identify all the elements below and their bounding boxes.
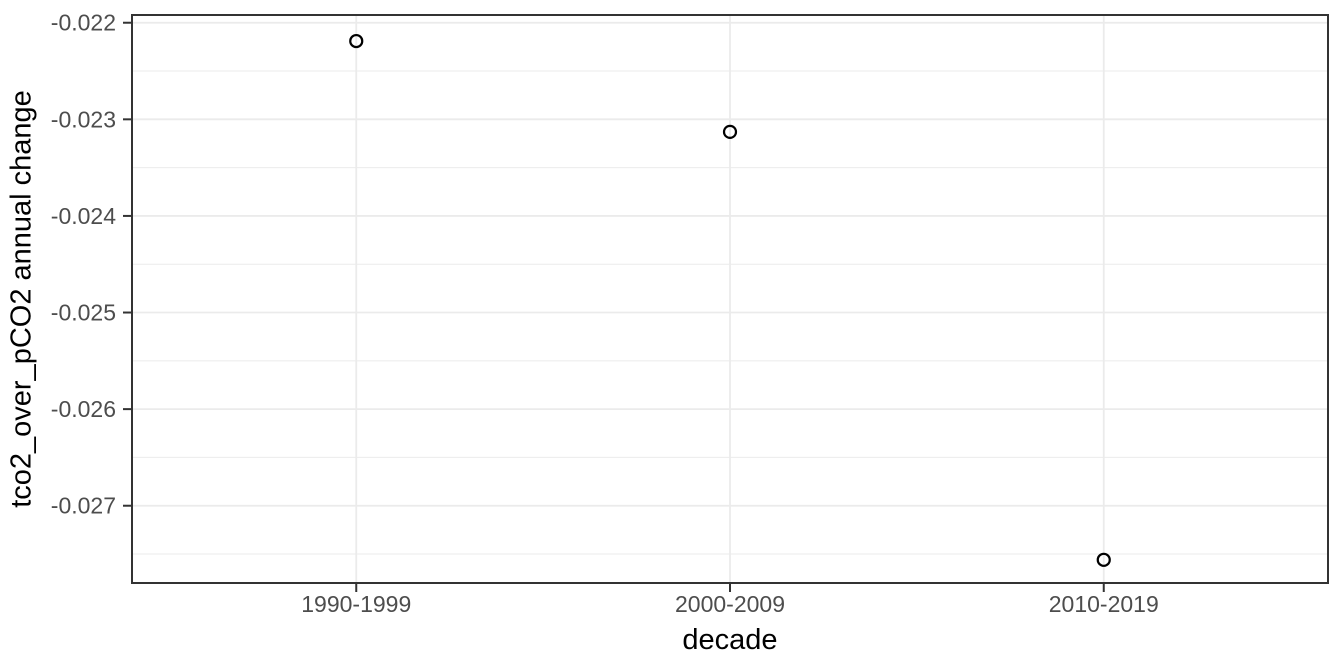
data-point — [1096, 552, 1111, 567]
y-tick-label: -0.024 — [51, 203, 116, 229]
x-tick-label: 1990-1999 — [301, 591, 411, 617]
y-tick-label: -0.023 — [51, 106, 116, 132]
x-axis-title: decade — [682, 624, 778, 656]
y-tick-label: -0.022 — [51, 10, 116, 36]
data-point — [349, 33, 364, 49]
y-tick-label: -0.027 — [51, 493, 116, 519]
y-axis-title: tco2_over_pCO2 annual change — [5, 90, 38, 508]
x-tick-label: 2000-2009 — [675, 591, 785, 617]
y-tick-label: -0.025 — [51, 300, 116, 326]
y-tick-label: -0.026 — [51, 396, 116, 422]
data-point — [722, 124, 738, 139]
x-tick-label: 2010-2019 — [1049, 591, 1159, 617]
